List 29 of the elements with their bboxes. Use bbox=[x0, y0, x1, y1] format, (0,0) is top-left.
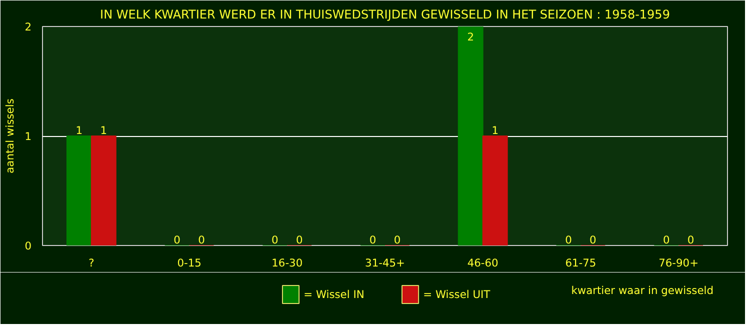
y-tick-label: 2 bbox=[24, 20, 32, 34]
data-label: 0 bbox=[198, 234, 206, 246]
data-label: 1 bbox=[492, 124, 498, 137]
x-tick-label: 46-60 bbox=[467, 256, 499, 270]
x-tick-label: 16-30 bbox=[272, 256, 303, 270]
data-label: 0 bbox=[369, 234, 376, 246]
y-tick-label: 1 bbox=[24, 130, 32, 143]
data-label: 0 bbox=[296, 234, 303, 246]
x-tick-label: 61-75 bbox=[565, 256, 596, 270]
data-label: 2 bbox=[467, 30, 474, 44]
data-label: 1 bbox=[76, 124, 83, 137]
data-label: 0 bbox=[272, 234, 279, 246]
x-tick-label: 76-90+ bbox=[658, 256, 699, 270]
legend-label: = Wissel IN bbox=[304, 288, 364, 301]
chart-title: IN WELK KWARTIER WERD ER IN THUISWEDSTRIJDEN GEWISSELD IN HET SEIZOEN : 1958-1959 bbox=[100, 8, 670, 22]
data-label: 1 bbox=[100, 124, 108, 137]
data-label: 0 bbox=[174, 234, 181, 246]
x-tick-label: 0-15 bbox=[177, 256, 202, 270]
data-label: 0 bbox=[687, 234, 694, 246]
data-label: 0 bbox=[565, 234, 572, 246]
legend-label: = Wissel UIT bbox=[423, 288, 491, 301]
data-label: 0 bbox=[394, 234, 401, 246]
x-tick-label: ? bbox=[88, 256, 94, 270]
x-axis-title: kwartier waar in gewisseld bbox=[571, 284, 714, 297]
y-tick-label: 0 bbox=[24, 240, 32, 252]
data-label: 0 bbox=[590, 234, 597, 246]
data-label: 0 bbox=[662, 234, 670, 246]
x-tick-label: 31-45+ bbox=[365, 256, 405, 270]
y-axis-title: aantal wissels bbox=[4, 98, 17, 174]
